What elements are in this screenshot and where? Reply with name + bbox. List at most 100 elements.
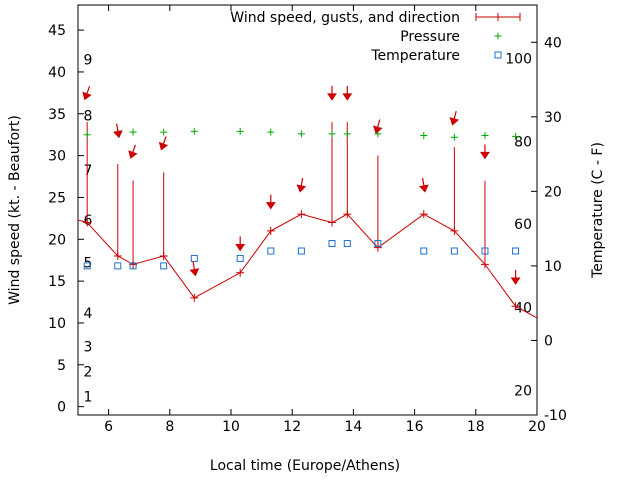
x-tick-label: 8 <box>165 419 174 435</box>
fahrenheit-label: 100 <box>505 52 532 68</box>
temperature-point <box>481 247 489 255</box>
temperature-point <box>512 247 520 255</box>
temperature-point <box>236 254 244 262</box>
x-tick-label: 20 <box>528 419 546 435</box>
fahrenheit-label: 60 <box>514 217 532 233</box>
wind-speed-point <box>236 268 245 277</box>
wind-speed-line <box>78 213 537 319</box>
direction-arrow <box>113 123 123 139</box>
wind-speed-point <box>511 302 520 311</box>
y2-tick-label: 10 <box>544 259 562 275</box>
y-tick-label: 15 <box>48 274 66 290</box>
direction-arrow <box>296 177 307 193</box>
beaufort-label: 7 <box>84 163 93 179</box>
direction-arrow <box>235 236 246 252</box>
pressure-point <box>297 130 305 138</box>
wind-speed-point <box>542 319 550 327</box>
series-clip <box>68 85 550 327</box>
direction-arrow <box>419 177 429 193</box>
legend-swatch <box>494 51 502 59</box>
x-tick-label: 6 <box>104 419 113 435</box>
temperature-point <box>83 262 91 270</box>
wind-speed-point <box>419 210 428 219</box>
direction-arrow <box>82 86 92 101</box>
pressure-point <box>160 128 168 136</box>
pressure-point <box>512 132 520 140</box>
temperature-point <box>420 247 428 255</box>
y-tick-label: 45 <box>48 23 66 39</box>
beaufort-label: 8 <box>84 108 93 124</box>
pressure-point <box>343 130 351 138</box>
y-tick-label: 35 <box>48 107 66 123</box>
direction-arrow <box>189 261 200 277</box>
y2-tick-label: 40 <box>544 35 562 51</box>
legend-label: Wind speed, gusts, and direction <box>230 10 460 26</box>
legend-swatch-marker <box>494 13 502 21</box>
x-tick-label: 18 <box>467 419 485 435</box>
y-axis-label: Wind speed (kt. - Beaufort) <box>7 115 23 305</box>
direction-arrow <box>265 194 276 210</box>
fahrenheit-label: 20 <box>514 383 532 399</box>
x-tick-label: 10 <box>222 419 240 435</box>
legend-label: Pressure <box>400 29 460 45</box>
fahrenheit-label: 80 <box>514 134 532 150</box>
pressure-point <box>328 130 336 138</box>
series-layer <box>68 85 550 327</box>
y2-tick-label: 30 <box>544 110 562 126</box>
beaufort-label: 4 <box>84 306 93 322</box>
temperature-point <box>343 240 351 248</box>
temperature-point <box>190 254 198 262</box>
plot-border <box>77 4 538 416</box>
direction-arrow <box>480 144 490 160</box>
pressure-point <box>450 133 458 141</box>
x-tick-label: 12 <box>283 419 301 435</box>
beaufort-label: 5 <box>84 256 93 272</box>
legend-label: Temperature <box>370 48 460 64</box>
beaufort-label: 6 <box>84 213 93 229</box>
y2-tick-label: 0 <box>544 333 553 349</box>
temperature-point <box>297 247 305 255</box>
pressure-point <box>481 132 489 140</box>
temperature-point <box>450 247 458 255</box>
direction-arrow <box>449 111 460 126</box>
beaufort-label: 9 <box>84 52 93 68</box>
x-axis-label: Local time (Europe/Athens) <box>210 458 400 474</box>
direction-arrow <box>327 85 337 101</box>
y-tick-label: 30 <box>48 149 66 165</box>
direction-arrow <box>510 269 521 285</box>
axis-ticks: 6 8 10 12 14 16 18 20051015202530354045-1001020… <box>48 5 567 435</box>
pressure-point <box>190 127 198 135</box>
pressure-point <box>236 127 244 135</box>
beaufort-label: 2 <box>84 364 93 380</box>
temperature-point <box>374 240 382 248</box>
temperature-point <box>114 262 122 270</box>
direction-arrow <box>158 136 169 151</box>
pressure-point <box>83 131 91 139</box>
beaufort-label: 1 <box>84 390 93 406</box>
wind-speed-point <box>190 293 199 302</box>
y-tick-label: 20 <box>48 232 66 248</box>
direction-arrow <box>372 119 383 134</box>
temperature-point <box>129 262 137 270</box>
wind-speed-point <box>68 214 76 222</box>
wind-speed-point <box>297 210 306 219</box>
plot-frame <box>77 4 538 416</box>
x-tick-label: 14 <box>344 419 362 435</box>
temperature-point <box>267 247 275 255</box>
y2-axis-label: Temperature (C - F) <box>590 142 606 279</box>
beaufort-label: 3 <box>84 339 93 355</box>
wind-speed-point <box>266 226 275 235</box>
y-tick-label: 5 <box>57 358 66 374</box>
temperature-point <box>160 262 168 270</box>
legend: Wind speed, gusts, and direction Pressure… <box>230 10 521 64</box>
pressure-point <box>267 128 275 136</box>
pressure-point <box>420 132 428 140</box>
y-tick-label: 40 <box>48 65 66 81</box>
x-tick-label: 16 <box>406 419 424 435</box>
y-tick-label: 25 <box>48 190 66 206</box>
temperature-point <box>328 240 336 248</box>
y-tick-label: 0 <box>57 400 66 416</box>
y2-tick-label: -10 <box>544 408 567 424</box>
